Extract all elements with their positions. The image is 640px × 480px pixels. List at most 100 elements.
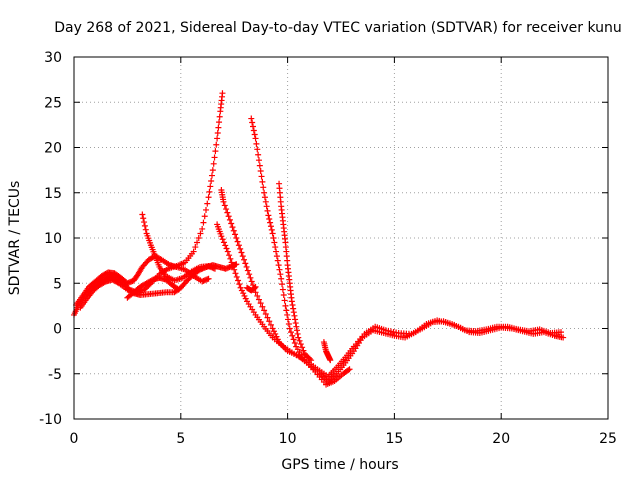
- data-point: [205, 194, 212, 201]
- data-point: [232, 270, 239, 277]
- data-point: [219, 90, 226, 97]
- data-point: [211, 154, 218, 161]
- data-point: [266, 318, 273, 325]
- data-point: [269, 325, 276, 332]
- data-point: [235, 242, 242, 249]
- data-point: [220, 239, 227, 246]
- data-point: [249, 119, 256, 126]
- data-point: [139, 211, 146, 218]
- series-arc-4: [139, 211, 218, 284]
- data-point: [175, 286, 182, 293]
- data-point: [283, 307, 290, 314]
- data-point: [290, 305, 297, 312]
- data-point: [252, 135, 259, 142]
- data-point: [224, 248, 231, 255]
- data-point: [560, 334, 567, 341]
- data-point: [277, 271, 284, 278]
- data-point: [270, 235, 277, 241]
- data-point: [247, 274, 254, 281]
- tick-labels: 0 5 10 15 20 25 -10 -5 0 5 10 15 20 25 30: [39, 50, 617, 447]
- series-arc-10: [244, 283, 259, 294]
- data-point: [264, 207, 271, 214]
- data-point: [293, 327, 300, 334]
- data-point: [248, 115, 255, 122]
- data-point: [276, 266, 283, 273]
- data-point: [252, 289, 259, 296]
- data-point: [233, 261, 240, 268]
- data-point: [235, 277, 242, 284]
- chart-title: Day 268 of 2021, Sidereal Day-to-day VTE…: [54, 20, 622, 36]
- x-axis-label: GPS time / hours: [281, 457, 398, 473]
- data-point: [346, 366, 353, 373]
- data-point: [216, 113, 223, 120]
- data-point: [224, 209, 231, 216]
- data-point: [197, 230, 204, 237]
- data-point: [190, 248, 197, 255]
- data-point: [242, 295, 249, 302]
- data-point: [257, 300, 264, 307]
- data-point: [236, 281, 243, 288]
- data-point: [213, 141, 220, 148]
- data-point: [237, 245, 244, 252]
- data-point: [208, 177, 215, 184]
- data-point: [253, 140, 260, 147]
- data-point: [215, 124, 222, 131]
- data-point: [293, 323, 300, 330]
- data-point: [274, 257, 281, 264]
- data-point: [141, 219, 148, 226]
- data-point: [288, 329, 295, 336]
- data-point: [268, 226, 275, 233]
- data-point: [226, 216, 233, 223]
- data-point: [262, 198, 269, 205]
- data-point: [271, 239, 278, 246]
- data-point: [214, 130, 221, 137]
- data-point: [263, 203, 270, 210]
- y-tick-label: -5: [48, 367, 62, 383]
- data-point: [199, 225, 206, 232]
- data-point: [272, 244, 279, 251]
- data-point: [294, 330, 301, 337]
- data-point: [205, 275, 212, 282]
- data-point: [200, 219, 207, 226]
- x-tick-label: 0: [70, 431, 79, 447]
- data-point: [142, 226, 149, 233]
- data-point: [212, 148, 219, 155]
- y-tick-label: 30: [44, 50, 62, 66]
- data-point: [292, 316, 299, 323]
- series-arc-5: [124, 274, 182, 301]
- data-point: [140, 215, 147, 222]
- data-point: [255, 296, 262, 303]
- data-point: [174, 285, 181, 292]
- data-point: [241, 256, 248, 263]
- data-point: [256, 162, 263, 169]
- data-point: [250, 127, 257, 134]
- data-point: [290, 336, 297, 343]
- data-point: [265, 212, 272, 219]
- data-point: [251, 284, 258, 291]
- data-point: [227, 255, 234, 262]
- data-point: [223, 245, 230, 252]
- data-point: [289, 301, 296, 308]
- data-point: [257, 168, 264, 175]
- data-point: [281, 297, 288, 304]
- data-point: [244, 267, 251, 274]
- data-point: [233, 273, 240, 280]
- x-tick-label: 25: [599, 431, 617, 447]
- data-point: [225, 213, 232, 220]
- y-tick-label: 10: [44, 231, 62, 247]
- data-point: [254, 146, 261, 153]
- data-point: [232, 231, 239, 238]
- data-point: [221, 202, 228, 209]
- data-point: [233, 235, 240, 241]
- data-point: [228, 259, 235, 266]
- data-point: [292, 320, 299, 327]
- data-point: [285, 316, 292, 323]
- data-point: [252, 283, 259, 290]
- data-point: [282, 302, 289, 309]
- data-point: [279, 286, 286, 293]
- data-point: [229, 263, 236, 270]
- data-point: [273, 253, 280, 260]
- data-point: [284, 311, 291, 318]
- data-point: [260, 184, 267, 191]
- data-point: [239, 253, 246, 260]
